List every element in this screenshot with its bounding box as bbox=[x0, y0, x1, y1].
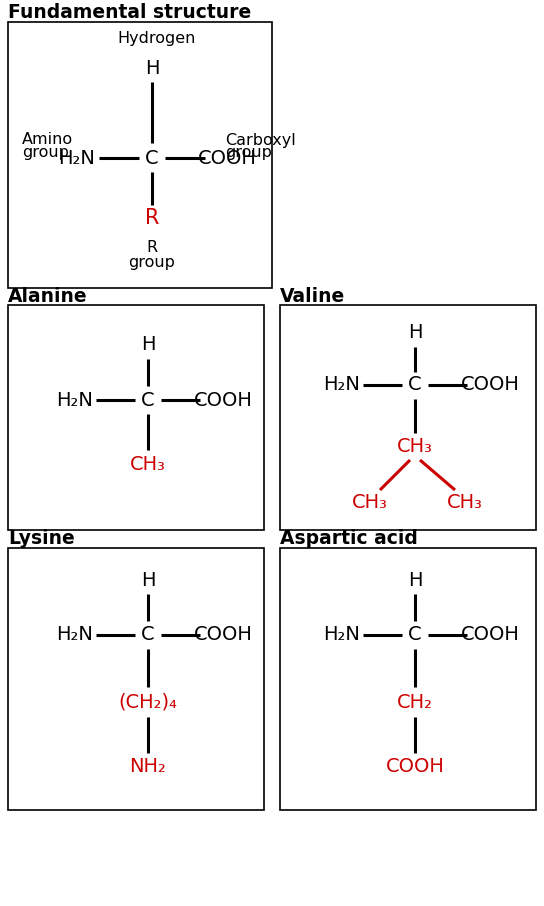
Text: COOH: COOH bbox=[461, 625, 520, 644]
Text: H₂N: H₂N bbox=[324, 625, 361, 644]
Text: C: C bbox=[408, 625, 422, 644]
Text: CH₂: CH₂ bbox=[397, 692, 433, 711]
Text: Carboxyl: Carboxyl bbox=[225, 132, 296, 148]
Text: group: group bbox=[225, 146, 272, 160]
Text: H₂N: H₂N bbox=[324, 375, 361, 394]
Text: CH₃: CH₃ bbox=[447, 494, 483, 513]
Text: C: C bbox=[145, 149, 159, 168]
Text: (CH₂)₄: (CH₂)₄ bbox=[119, 692, 177, 711]
Text: Hydrogen: Hydrogen bbox=[118, 31, 196, 45]
Text: CH₃: CH₃ bbox=[397, 438, 433, 457]
Text: C: C bbox=[141, 390, 155, 410]
Text: Aspartic acid: Aspartic acid bbox=[280, 529, 418, 548]
Bar bbox=[8, 22, 272, 288]
Text: CH₃: CH₃ bbox=[130, 456, 166, 475]
Text: COOH: COOH bbox=[194, 390, 252, 410]
Text: H: H bbox=[145, 59, 159, 78]
Text: Lysine: Lysine bbox=[8, 529, 75, 548]
Text: group: group bbox=[22, 146, 69, 160]
Text: H₂N: H₂N bbox=[57, 625, 94, 644]
Text: H₂N: H₂N bbox=[57, 390, 94, 410]
Bar bbox=[280, 548, 536, 810]
Text: COOH: COOH bbox=[386, 757, 444, 776]
Text: group: group bbox=[128, 255, 175, 269]
Bar bbox=[280, 305, 536, 530]
Text: COOH: COOH bbox=[194, 625, 252, 644]
Text: C: C bbox=[141, 625, 155, 644]
Text: Valine: Valine bbox=[280, 286, 345, 305]
Text: Alanine: Alanine bbox=[8, 286, 88, 305]
Text: C: C bbox=[408, 375, 422, 394]
Text: H: H bbox=[408, 323, 422, 342]
Text: Amino: Amino bbox=[22, 132, 73, 148]
Text: COOH: COOH bbox=[197, 149, 256, 168]
Text: H: H bbox=[141, 335, 155, 354]
Bar bbox=[8, 305, 264, 530]
Text: H: H bbox=[408, 571, 422, 590]
Text: COOH: COOH bbox=[461, 375, 520, 394]
Text: CH₃: CH₃ bbox=[352, 494, 388, 513]
Text: Fundamental structure: Fundamental structure bbox=[8, 4, 251, 23]
Text: H: H bbox=[141, 571, 155, 590]
Text: R: R bbox=[145, 208, 159, 228]
Text: H₂N: H₂N bbox=[59, 149, 95, 168]
Bar bbox=[8, 548, 264, 810]
Text: NH₂: NH₂ bbox=[129, 757, 166, 776]
Text: R: R bbox=[146, 240, 158, 255]
